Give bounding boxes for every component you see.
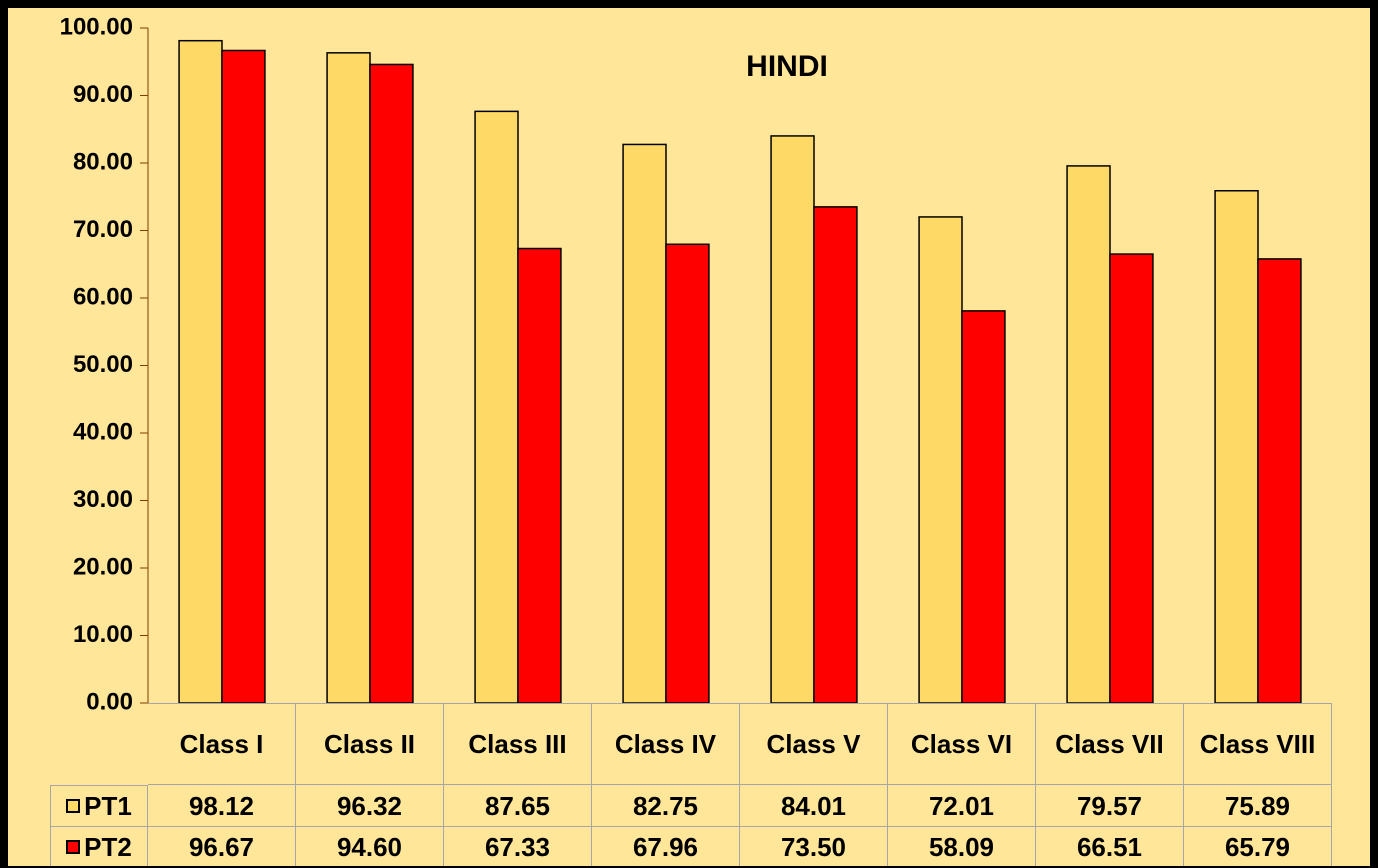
bar: [369, 63, 414, 704]
y-tick-label: 50.00: [73, 351, 133, 378]
data-table-value: 67.96: [592, 827, 740, 868]
bar: [517, 247, 562, 704]
y-tick-label: 40.00: [73, 418, 133, 445]
bar: [1109, 253, 1154, 704]
y-tick-label: 10.00: [73, 621, 133, 648]
data-table-value: 75.89: [1184, 785, 1332, 827]
y-tick-label: 30.00: [73, 486, 133, 513]
data-table-value: 94.60: [296, 827, 444, 868]
legend-label: PT2: [84, 832, 132, 862]
y-tick-label: 70.00: [73, 216, 133, 243]
data-table-value: 84.01: [740, 785, 888, 827]
category-label: Class VIII: [1184, 703, 1332, 785]
data-table-value: 58.09: [888, 827, 1036, 868]
category-label: Class VII: [1036, 703, 1184, 785]
y-tick-label: 0.00: [86, 688, 133, 715]
bar: [961, 310, 1006, 704]
category-label: Class IV: [592, 703, 740, 785]
category-label: Class III: [444, 703, 592, 785]
legend-entry: PT2: [50, 827, 148, 868]
data-table-value: 96.32: [296, 785, 444, 827]
legend-entry: PT1: [50, 785, 148, 827]
bar: [1257, 258, 1302, 704]
data-table-value: 73.50: [740, 827, 888, 868]
data-table-value: 65.79: [1184, 827, 1332, 868]
data-table-value: 96.67: [148, 827, 296, 868]
y-tick-label: 80.00: [73, 148, 133, 175]
bar: [326, 52, 371, 704]
bar: [813, 206, 858, 704]
y-tick-label: 60.00: [73, 283, 133, 310]
category-label: Class I: [148, 703, 296, 785]
chart-title: HINDI: [746, 50, 828, 83]
y-tick-label: 100.00: [60, 13, 133, 40]
data-table-value: 66.51: [1036, 827, 1184, 868]
legend-key: [66, 840, 81, 854]
bar: [918, 216, 963, 704]
bar: [665, 243, 710, 704]
data-table-value: 72.01: [888, 785, 1036, 827]
bar: [622, 143, 667, 704]
legend-key: [66, 799, 81, 813]
bar: [221, 49, 266, 704]
bar: [770, 135, 815, 704]
bar: [474, 110, 519, 704]
data-table-value: 67.33: [444, 827, 592, 868]
data-table-value: 98.12: [148, 785, 296, 827]
legend-label: PT1: [84, 791, 132, 821]
bar: [178, 39, 223, 704]
data-table-value: 82.75: [592, 785, 740, 827]
data-table-value: 87.65: [444, 785, 592, 827]
y-tick-label: 20.00: [73, 553, 133, 580]
bar: [1066, 165, 1111, 704]
bar: [1214, 189, 1259, 704]
y-tick-label: 90.00: [73, 81, 133, 108]
category-label: Class VI: [888, 703, 1036, 785]
category-label: Class II: [296, 703, 444, 785]
category-label: Class V: [740, 703, 888, 785]
data-table-value: 79.57: [1036, 785, 1184, 827]
